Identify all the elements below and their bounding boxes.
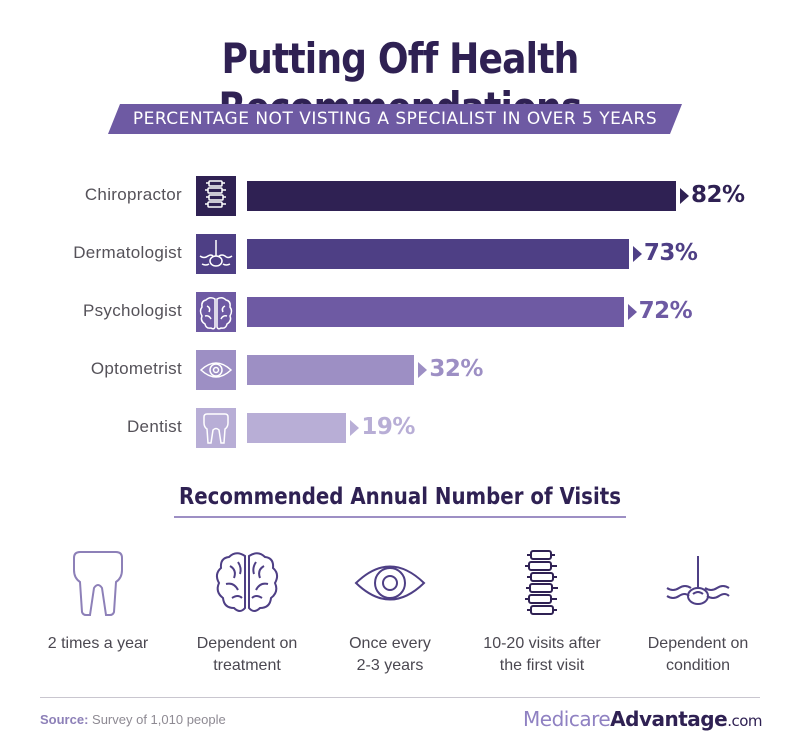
value-pointer-icon	[680, 188, 689, 204]
hair-follicle-icon	[196, 234, 236, 274]
visit-text-optometrist: Once every 2-3 years	[349, 635, 431, 674]
hair-follicle-icon	[623, 548, 773, 623]
brand-logo: MedicareAdvantage.com	[523, 707, 762, 731]
spine-icon	[467, 548, 617, 623]
category-label-optometrist: Optometrist	[90, 359, 182, 378]
brain-icon	[172, 548, 322, 623]
value-label-psychologist: 72%	[638, 298, 693, 324]
visit-item-psychologist: Dependent on treatment	[172, 548, 322, 677]
value-label-dentist: 19%	[361, 414, 415, 440]
spine-icon	[196, 176, 236, 216]
tooth-icon	[196, 408, 236, 448]
visit-item-optometrist: Once every 2-3 years	[315, 548, 465, 677]
bar-dermatologist	[247, 239, 629, 269]
category-label-psychologist: Psychologist	[82, 301, 182, 320]
subtitle-banner: PERCENTAGE NOT VISTING A SPECIALIST IN O…	[108, 104, 682, 134]
tooth-icon	[23, 548, 173, 623]
visit-item-chiropractor: 10-20 visits after the first visit	[467, 548, 617, 677]
eye-icon	[196, 350, 236, 390]
category-label-dentist: Dentist	[126, 417, 182, 436]
visit-text-dentist: 2 times a year	[47, 635, 149, 652]
bar-dentist	[247, 413, 347, 443]
value-pointer-icon	[350, 420, 360, 436]
category-label-dermatologist: Dermatologist	[73, 243, 182, 262]
brain-icon	[196, 292, 236, 332]
bar-chiropractor	[247, 181, 676, 211]
visit-text-dermatologist: Dependent on condition	[647, 635, 749, 674]
source-text: Survey of 1,010 people	[92, 712, 226, 727]
visits-title-underline	[174, 516, 626, 518]
bar-psychologist	[247, 297, 624, 327]
value-pointer-icon	[627, 304, 637, 320]
bar-chart: Chiropractor 82% Dermatologist 73% Psycholog…	[73, 176, 745, 448]
value-label-dermatologist: 73%	[643, 240, 698, 266]
source-label: Source:	[40, 712, 89, 727]
visit-item-dermatologist: Dependent on condition	[623, 548, 773, 677]
category-label-chiropractor: Chiropractor	[84, 185, 182, 204]
value-label-chiropractor: 82%	[691, 182, 745, 208]
value-pointer-icon	[632, 246, 642, 262]
eye-icon	[315, 548, 465, 623]
visit-text-chiropractor: 10-20 visits after the first visit	[483, 635, 601, 674]
bar-optometrist	[247, 355, 415, 385]
visit-item-dentist: 2 times a year	[23, 548, 173, 655]
footer-divider	[40, 697, 760, 698]
source-note: Source: Survey of 1,010 people	[40, 712, 226, 727]
value-pointer-icon	[418, 362, 428, 378]
visit-text-psychologist: Dependent on treatment	[196, 635, 298, 674]
visits-title: Recommended Annual Number of Visits	[179, 484, 621, 510]
value-label-optometrist: 32%	[429, 356, 483, 382]
subtitle: PERCENTAGE NOT VISTING A SPECIALIST IN O…	[132, 109, 658, 129]
